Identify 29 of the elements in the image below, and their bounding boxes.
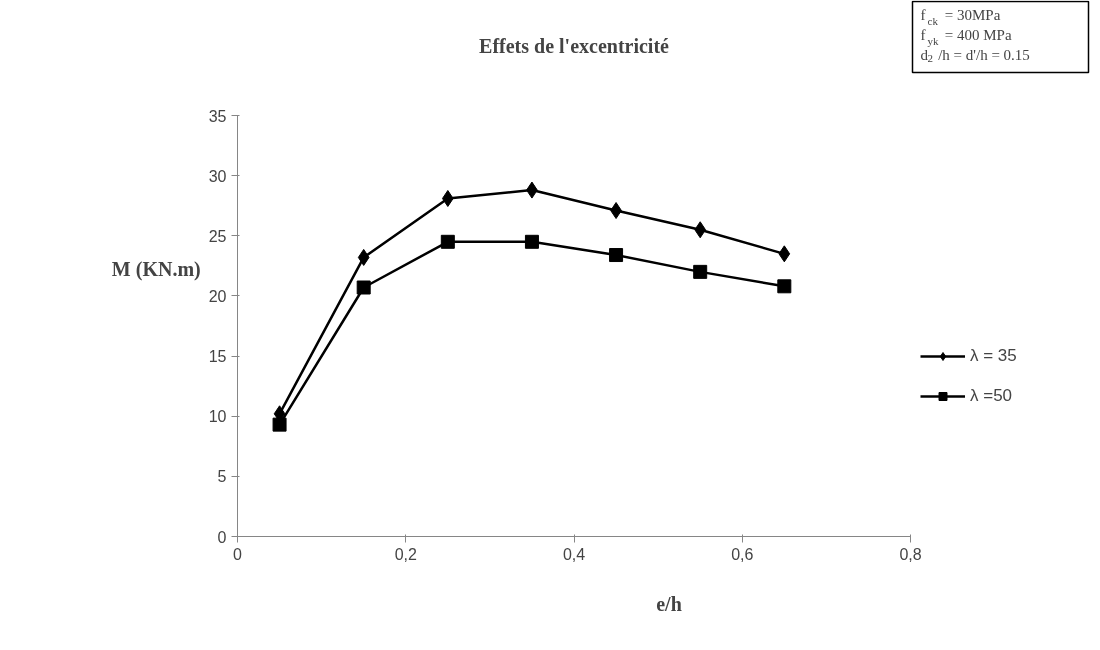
legend-label: λ = 35 — [970, 346, 1017, 366]
point — [778, 245, 791, 263]
y-tick-label: 20 — [208, 287, 227, 305]
point — [693, 264, 708, 279]
y-tick-label: 0 — [217, 528, 227, 546]
chart-title: Effets de l'excentricité — [479, 34, 670, 57]
legend-label: λ =50 — [970, 386, 1013, 406]
y-tick-label: 35 — [208, 107, 227, 125]
point — [357, 248, 370, 266]
x-axis-title: e/h — [656, 592, 682, 615]
point — [609, 248, 624, 263]
point — [777, 279, 792, 294]
y-axis-title: M (KN.m) — [111, 257, 201, 281]
point — [272, 417, 287, 432]
x-tick-label: 0,6 — [731, 545, 754, 563]
x-tick-label: 0,2 — [394, 545, 417, 563]
point — [440, 234, 455, 249]
y-tick-label: 30 — [208, 167, 227, 185]
y-tick-label: 5 — [217, 468, 227, 486]
point — [441, 190, 454, 207]
x-tick-label: 0 — [233, 545, 243, 563]
x-tick-label: 0,8 — [899, 545, 922, 563]
y-tick-label: 10 — [208, 408, 227, 426]
point — [524, 234, 539, 249]
y-tick-label: 25 — [208, 227, 227, 245]
y-tick-label: 15 — [208, 348, 227, 366]
point — [356, 280, 371, 295]
point — [694, 221, 707, 239]
x-tick-label: 0,4 — [562, 545, 586, 563]
